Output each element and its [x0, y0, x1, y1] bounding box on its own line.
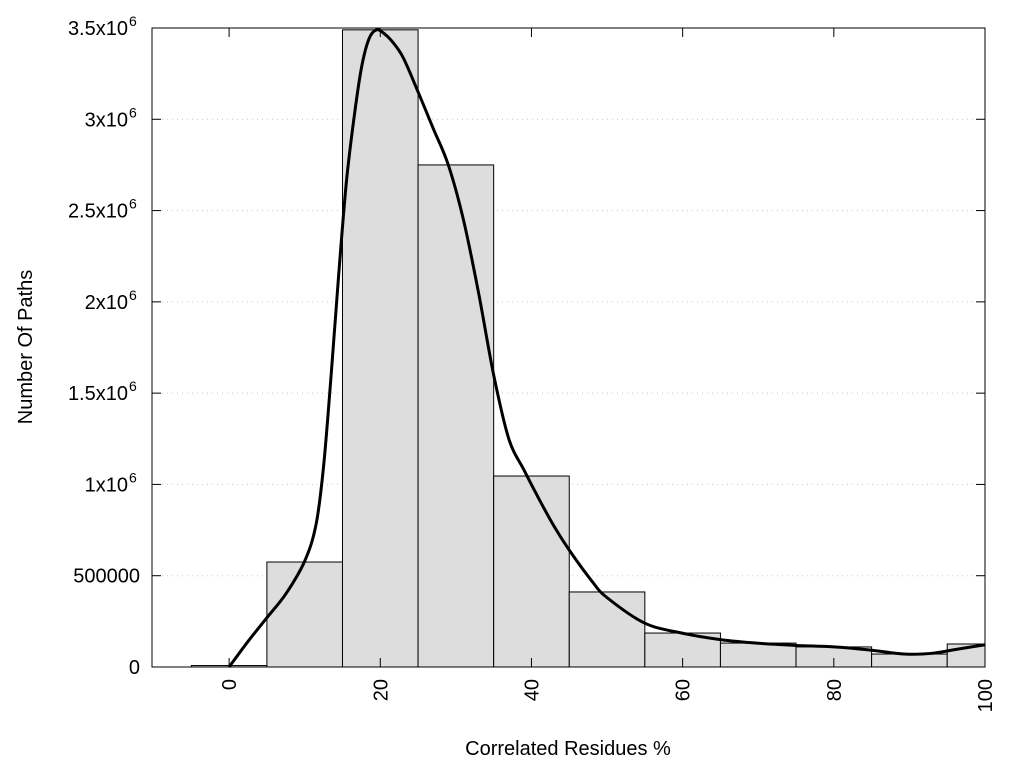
- histogram-bar: [493, 475, 570, 668]
- x-tick-label: 80: [824, 679, 846, 701]
- histogram-bar: [871, 653, 948, 668]
- y-tick-label: 1.5x10: [68, 383, 128, 405]
- x-tick-label: 0: [219, 679, 241, 690]
- axis-ticks: [152, 27, 986, 668]
- plot-frame: [151, 27, 986, 668]
- x-tick-label: 20: [370, 679, 392, 701]
- y-tick-exponent: 6: [129, 378, 137, 394]
- density-line: [227, 28, 986, 668]
- x-tick-labels: 0 20 40 60 80 100: [219, 679, 997, 712]
- y-tick-label: 2x10: [85, 292, 128, 314]
- histogram-bar: [266, 561, 343, 668]
- histogram-bar: [417, 164, 495, 668]
- y-tick-exponent: 6: [129, 469, 137, 485]
- y-tick-exponent: 6: [129, 287, 137, 303]
- y-tick-label: 1x10: [85, 474, 128, 496]
- y-tick-label: 500000: [73, 566, 140, 588]
- x-tick-label: 40: [521, 679, 543, 701]
- x-tick-label: 60: [673, 679, 695, 701]
- y-tick-exponent: 6: [129, 196, 137, 212]
- y-tick-exponent: 6: [129, 104, 137, 120]
- y-tick-label: 3.5x10: [68, 18, 128, 40]
- bars: [190, 29, 986, 668]
- y-tick-label: 2.5x10: [68, 201, 128, 223]
- y-axis-label: Number Of Paths: [15, 270, 37, 425]
- y-tick-exponent: 6: [129, 13, 137, 29]
- density-curve: [227, 28, 986, 668]
- x-tick-label: 100: [975, 679, 997, 712]
- x-axis-label: Correlated Residues %: [465, 738, 671, 760]
- histogram-bar: [568, 591, 646, 668]
- y-tick-label: 3x10: [85, 109, 128, 131]
- histogram-bar: [719, 642, 797, 668]
- y-tick-label: 0: [129, 657, 140, 679]
